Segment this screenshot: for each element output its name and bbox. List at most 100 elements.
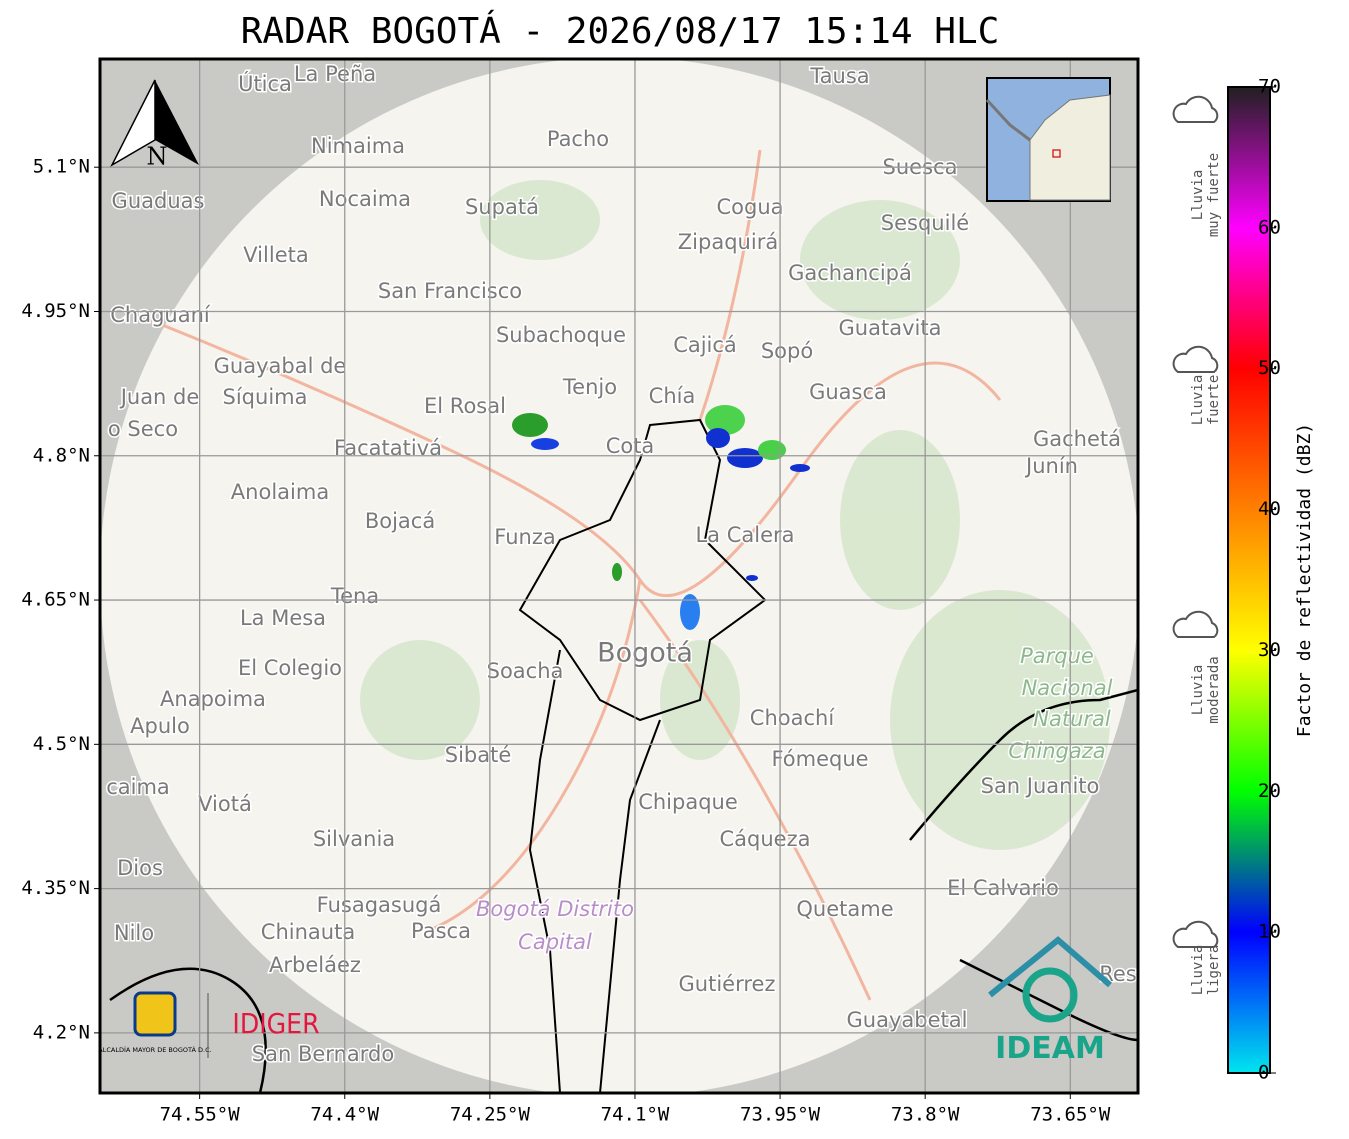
place-label: Tena xyxy=(330,584,379,608)
place-label: Dios xyxy=(117,856,163,880)
place-label: Pacho xyxy=(547,127,609,151)
colorbar-label: Factor de reflectividad (dBZ) xyxy=(1294,423,1315,737)
place-label: Tenjo xyxy=(562,375,617,399)
roads xyxy=(149,149,1002,1001)
grid xyxy=(100,59,1138,1093)
y-tick-label: 4.95°N xyxy=(21,300,90,322)
place-label: Supatá xyxy=(465,195,539,219)
x-tick-label: 74.25°W xyxy=(450,1104,531,1126)
cloud-icon xyxy=(1172,95,1219,123)
north-arrow: N xyxy=(110,79,199,171)
colorbar-tick-label: 40 xyxy=(1258,498,1281,520)
legend-label: Lluvia xyxy=(1190,945,1206,996)
place-label: Parque xyxy=(1020,644,1094,668)
logos: ALCALDÍA MAYOR DE BOGOTÁ D.C. IDIGER IDE… xyxy=(98,936,1112,1066)
colorbar-tick-label: 10 xyxy=(1258,921,1281,943)
place-label: Guaduas xyxy=(112,189,205,213)
place-label: La Calera xyxy=(695,523,794,547)
alcaldia-logo: ALCALDÍA MAYOR DE BOGOTÁ D.C. xyxy=(98,1045,211,1054)
map-area: Útica La Peña TausaPachoNimaimaSuescaGuadu… xyxy=(100,59,1138,1093)
place-labels: Útica La Peña TausaPachoNimaimaSuescaGuadu… xyxy=(105,61,1138,1068)
place-label: Gutiérrez xyxy=(679,972,776,996)
y-tick-label: 4.2°N xyxy=(33,1021,90,1043)
place-label: Natural xyxy=(1033,707,1111,731)
place-label: Soacha xyxy=(487,659,564,683)
colorbar-tick-label: 0 xyxy=(1258,1062,1269,1084)
place-label: Nocaima xyxy=(319,187,411,211)
place-label: Anolaima xyxy=(231,480,329,504)
place-label: San Juanito xyxy=(981,774,1100,798)
place-label: Guasca xyxy=(809,380,887,404)
place-label: Nilo xyxy=(114,921,154,945)
place-label: Sopó xyxy=(761,339,813,363)
place-label: El Rosal xyxy=(424,394,506,418)
colorbar-tick-label: 60 xyxy=(1258,216,1281,238)
y-tick-label: 4.8°N xyxy=(33,444,90,466)
place-label: Chipaque xyxy=(638,790,738,814)
place-label: Subachoque xyxy=(496,323,626,347)
place-label: Zipaquirá xyxy=(678,230,778,254)
place-label: La Mesa xyxy=(240,606,326,630)
place-label: San Bernardo xyxy=(252,1042,394,1066)
place-label: caima xyxy=(106,775,170,799)
x-tick-label: 74.55°W xyxy=(160,1104,241,1126)
axes: 74.55°W 74.4°W 74.25°W 74.1°W 73.95°W 73.8°W 7… xyxy=(21,156,1111,1126)
place-label: Chinauta xyxy=(261,920,355,944)
place-label: Silvania xyxy=(313,827,395,851)
legend-label: moderada xyxy=(1206,656,1222,723)
colorbar-tick-label: 50 xyxy=(1258,357,1281,379)
place-label: Gachetá xyxy=(1033,427,1121,451)
y-tick-label: 4.35°N xyxy=(21,877,90,899)
y-tick-label: 4.65°N xyxy=(21,589,90,611)
place-label: Cáqueza xyxy=(720,827,811,851)
place-label: Guayabal de xyxy=(214,354,347,378)
place-label: Bogotá Distrito xyxy=(476,897,634,921)
x-tick-label: 73.65°W xyxy=(1030,1104,1111,1126)
place-label: Viotá xyxy=(198,792,252,816)
place-label: Pasca xyxy=(411,919,471,943)
title: RADAR BOGOTÁ - 2026/08/17 15:14 HLC xyxy=(241,10,1000,52)
colorbar-tick-label: 70 xyxy=(1258,76,1281,98)
place-label: o Seco xyxy=(108,417,178,441)
y-tick-label: 5.1°N xyxy=(33,156,90,178)
north-label: N xyxy=(147,143,168,171)
place-label: Tausa xyxy=(809,64,869,88)
place-label: Gachancipá xyxy=(788,261,912,285)
place-label: Juan de xyxy=(119,385,200,409)
place-label: San Francisco xyxy=(378,279,522,303)
place-label: Nacional xyxy=(1022,676,1113,700)
legend-label: fuerte xyxy=(1206,375,1222,426)
cloud-icon xyxy=(1172,610,1219,638)
legend-label: ligera xyxy=(1206,945,1222,996)
place-label: Bogotá xyxy=(597,638,693,669)
place-label: Sibaté xyxy=(445,743,512,767)
place-label: Síquima xyxy=(223,385,308,409)
place-label: Bojacá xyxy=(365,509,435,533)
idiger-logo: IDIGER xyxy=(232,1007,319,1040)
x-tick-label: 73.8°W xyxy=(891,1104,960,1126)
place-label: Fómeque xyxy=(771,747,868,771)
place-label: Chingaza xyxy=(1008,739,1105,763)
place-label: La Peña xyxy=(294,62,376,86)
place-label: Cogua xyxy=(716,195,783,219)
cloud-icon xyxy=(1172,920,1219,948)
place-label: Chía xyxy=(649,384,696,408)
place-label: Arbeláez xyxy=(269,953,361,977)
cloud-icon xyxy=(1172,345,1219,373)
vegetation xyxy=(360,180,1110,850)
place-label: Útica xyxy=(238,71,292,96)
place-label: Quetame xyxy=(796,897,893,921)
x-tick-label: 74.1°W xyxy=(601,1104,670,1126)
place-label: Villeta xyxy=(243,243,308,267)
place-label: Apulo xyxy=(130,714,190,738)
legend-label: Lluvia xyxy=(1190,665,1206,716)
place-label: Nimaima xyxy=(311,134,405,158)
place-label: Chaguaní xyxy=(110,303,211,327)
legend-label: muy fuerte xyxy=(1206,153,1222,237)
legend-label: Lluvia xyxy=(1190,375,1206,426)
inset-map xyxy=(985,77,1111,202)
place-label: Fusagasugá xyxy=(317,893,442,917)
